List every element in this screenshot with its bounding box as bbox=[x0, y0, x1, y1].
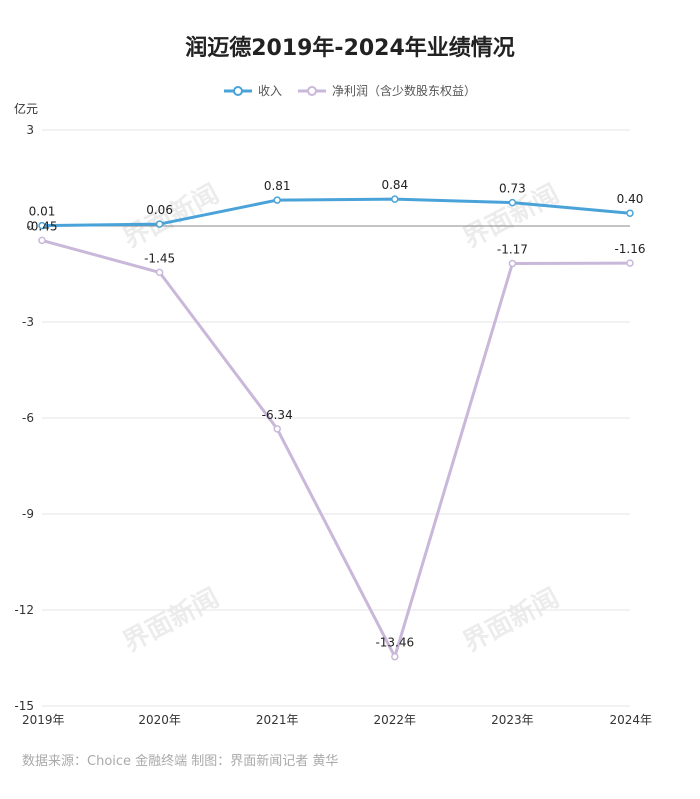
data-label: 0.06 bbox=[146, 203, 173, 217]
data-point bbox=[508, 259, 517, 268]
series-line-0 bbox=[41, 197, 631, 228]
data-label: 0.73 bbox=[499, 182, 526, 196]
x-tick-label: 2021年 bbox=[256, 713, 299, 727]
y-tick-label: 0 bbox=[26, 219, 34, 233]
data-point bbox=[391, 652, 399, 661]
data-point bbox=[273, 196, 281, 204]
data-point bbox=[626, 259, 634, 267]
legend-label-revenue: 收入 bbox=[257, 84, 282, 98]
x-tick-label: 2019年 bbox=[22, 713, 65, 727]
legend-marker-revenue bbox=[223, 85, 252, 96]
legend-label-net-profit: 净利润（含少数股东权益） bbox=[332, 84, 477, 98]
data-label: -1.17 bbox=[497, 242, 528, 256]
y-tick-label: -12 bbox=[14, 603, 34, 617]
data-label: 0.81 bbox=[264, 179, 291, 193]
y-tick-label: -9 bbox=[22, 507, 34, 521]
y-axis-unit: 亿元 bbox=[14, 102, 39, 116]
data-point bbox=[155, 220, 164, 228]
data-label: 0.84 bbox=[381, 178, 408, 192]
data-label: 0.40 bbox=[617, 192, 644, 206]
data-label: -1.16 bbox=[614, 242, 645, 256]
y-tick-label: 3 bbox=[26, 123, 34, 137]
y-tick-label: -6 bbox=[22, 411, 34, 425]
source-note: 数据来源：Choice 金融终端 制图：界面新闻记者 黄华 bbox=[22, 754, 339, 769]
data-label: -1.45 bbox=[144, 251, 175, 265]
x-tick-label: 2024年 bbox=[609, 713, 652, 727]
chart-title: 润迈德2019年-2024年业绩情况 bbox=[185, 36, 515, 61]
legend-item-revenue[interactable]: 收入 bbox=[223, 82, 282, 99]
y-tick-label: -3 bbox=[22, 315, 34, 329]
data-label: -6.34 bbox=[262, 408, 293, 422]
data-label: -0.45 bbox=[26, 219, 57, 233]
x-tick-label: 2023年 bbox=[491, 713, 534, 727]
data-label: 0.01 bbox=[29, 205, 56, 219]
legend: 收入 净利润（含少数股东权益） bbox=[0, 82, 700, 99]
data-point bbox=[626, 209, 634, 217]
data-point bbox=[155, 268, 164, 277]
legend-item-net-profit[interactable]: 净利润（含少数股东权益） bbox=[298, 82, 476, 99]
y-tick-label: -15 bbox=[14, 699, 34, 713]
data-point bbox=[273, 425, 281, 433]
data-label: -13.46 bbox=[375, 636, 414, 650]
data-point bbox=[508, 198, 517, 207]
data-point bbox=[38, 236, 46, 245]
data-point bbox=[391, 195, 399, 203]
x-tick-label: 2020年 bbox=[138, 713, 181, 727]
data-point bbox=[38, 221, 46, 230]
series-line-1 bbox=[41, 238, 631, 659]
x-tick-label: 2022年 bbox=[374, 713, 417, 727]
legend-marker-net-profit bbox=[298, 85, 326, 96]
